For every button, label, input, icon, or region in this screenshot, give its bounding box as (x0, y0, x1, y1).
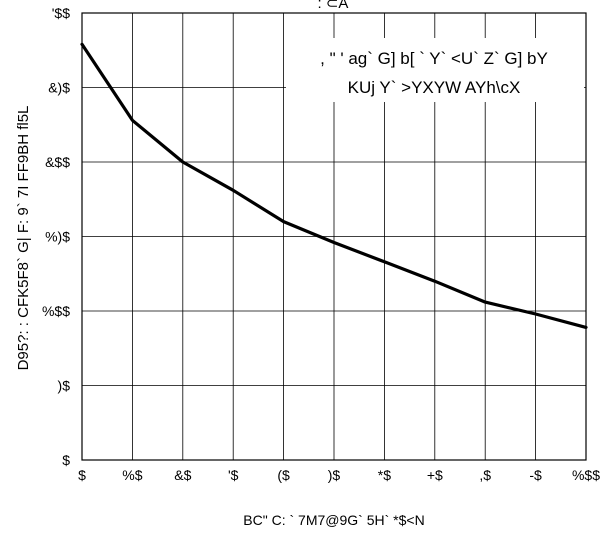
y-tick-label: %$$ (42, 303, 70, 319)
series-line (80, 42, 588, 329)
x-tick-label: $ (78, 467, 86, 483)
plot-frame (81, 12, 587, 461)
legend-background (286, 38, 584, 102)
y-tick-labels: $ )$ %$$ %)$ &$$ &)$ '$$ (42, 5, 70, 468)
x-tick-label: +$ (427, 467, 443, 483)
y-axis-label: D95?: : CFK5F8` G| F: 9` 7I FF9BH fl5L (15, 106, 32, 371)
x-tick-label: -$ (529, 467, 542, 483)
y-tick-label: '$$ (52, 5, 70, 21)
chart-title: : ⊂A (318, 0, 349, 12)
legend-line-2: KUj Y` >YXYW AYh\cX (348, 78, 521, 97)
x-tick-labels: $ %$ &$ '$ ($ )$ *$ +$ ,$ -$ %$$ (78, 467, 600, 483)
series-layer (80, 42, 588, 329)
y-tick-label: $ (62, 452, 70, 468)
y-tick-label: &)$ (48, 80, 70, 96)
x-axis-label: BC" C: ` 7M7@9G` 5H` *$<N (243, 512, 424, 528)
y-tick-label: )$ (58, 378, 71, 394)
x-tick-label: *$ (378, 467, 391, 483)
x-tick-label: ($ (277, 467, 290, 483)
x-tick-label: )$ (328, 467, 341, 483)
legend-line-1: , " ' ag` G] b[ ` Y` <U` Z` G] bY (320, 49, 548, 68)
y-tick-label: &$$ (45, 154, 70, 170)
x-tick-label: %$$ (572, 467, 600, 483)
x-tick-label: '$ (228, 467, 239, 483)
legend: , " ' ag` G] b[ ` Y` <U` Z` G] bY KUj Y`… (286, 38, 584, 102)
x-tick-label: &$ (174, 467, 191, 483)
x-tick-label: ,$ (479, 467, 491, 483)
y-tick-label: %)$ (45, 229, 70, 245)
x-tick-label: %$ (122, 467, 142, 483)
